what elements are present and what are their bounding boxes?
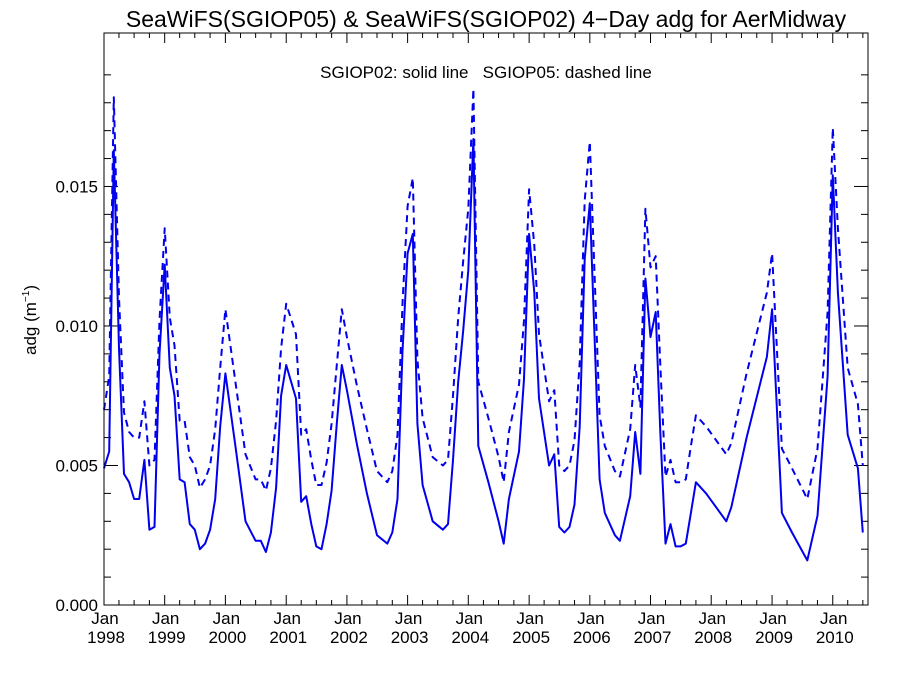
x-tick-label-year: 2003 xyxy=(391,628,429,647)
x-tick-label-month: Jan xyxy=(152,609,179,628)
y-axis-label-superscript: −1 xyxy=(21,290,32,302)
x-tick-label-year: 2004 xyxy=(451,628,489,647)
x-tick-label-year: 2002 xyxy=(330,628,368,647)
x-tick-label-month: Jan xyxy=(577,609,604,628)
y-tick-label: 0.015 xyxy=(55,177,98,196)
y-tick-label: 0.000 xyxy=(55,596,98,615)
x-tick-label-year: 2008 xyxy=(694,628,732,647)
x-tick-label-year: 2009 xyxy=(755,628,793,647)
x-ticks: Jan1998Jan1999Jan2000Jan2001Jan2002Jan20… xyxy=(87,33,864,647)
x-tick-label-year: 2000 xyxy=(208,628,246,647)
x-tick-label-month: Jan xyxy=(213,609,240,628)
x-tick-label-year: 2001 xyxy=(269,628,307,647)
x-tick-label-month: Jan xyxy=(456,609,483,628)
x-tick-label-month: Jan xyxy=(91,609,118,628)
x-tick-label-year: 2005 xyxy=(512,628,550,647)
y-tick-label: 0.010 xyxy=(55,317,98,336)
x-tick-label-month: Jan xyxy=(698,609,725,628)
chart-title: SeaWiFS(SGIOP05) & SeaWiFS(SGIOP02) 4−Da… xyxy=(126,6,847,32)
series-annotation: SGIOP02: solid line SGIOP05: dashed line xyxy=(320,63,652,82)
x-tick-label-year: 1998 xyxy=(87,628,125,647)
plot-frame xyxy=(103,32,869,606)
x-tick-label-month: Jan xyxy=(638,609,665,628)
x-tick-label-month: Jan xyxy=(334,609,361,628)
y-ticks: 0.000 0.005 0.010 0.015 xyxy=(55,74,868,615)
x-tick-label-year: 2010 xyxy=(816,628,854,647)
series-line-sgiop05 xyxy=(103,87,864,500)
x-tick-label-month: Jan xyxy=(759,609,786,628)
y-axis-label: adg (m−1) xyxy=(21,285,40,355)
x-tick-label-month: Jan xyxy=(820,609,847,628)
y-axis-label-close: ) xyxy=(21,285,40,291)
x-tick-label-month: Jan xyxy=(516,609,543,628)
y-axis-label-text: adg (m xyxy=(21,302,40,355)
series-layer xyxy=(103,87,864,562)
x-tick-label-month: Jan xyxy=(274,609,301,628)
x-tick-label-year: 2007 xyxy=(634,628,672,647)
x-tick-label-month: Jan xyxy=(395,609,422,628)
y-tick-label: 0.005 xyxy=(55,456,98,475)
x-tick-label-year: 1999 xyxy=(148,628,186,647)
x-tick-label-year: 2006 xyxy=(573,628,611,647)
series-line-sgiop02 xyxy=(103,138,864,562)
